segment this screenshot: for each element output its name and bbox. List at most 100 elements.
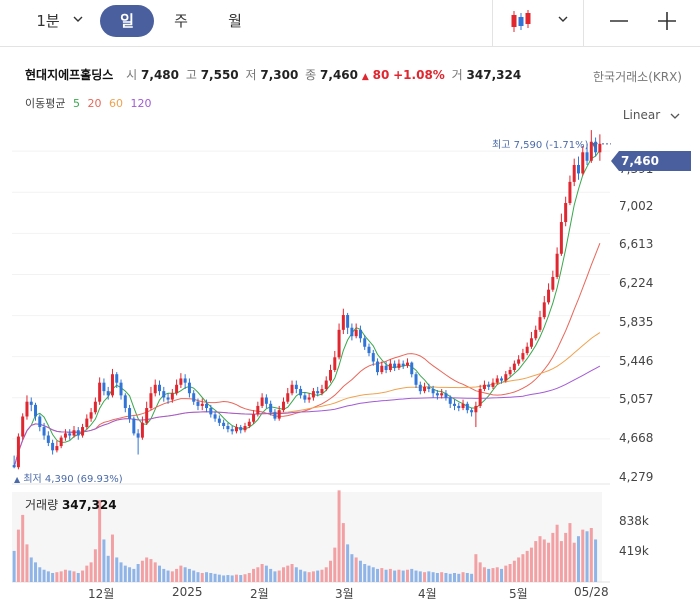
candle-body bbox=[140, 422, 144, 438]
volume-bar bbox=[478, 562, 482, 582]
candle-body bbox=[136, 433, 140, 438]
volume-bar bbox=[538, 536, 542, 582]
candle-body bbox=[307, 397, 311, 400]
candle-body bbox=[397, 363, 401, 368]
volume-bar bbox=[149, 559, 153, 582]
close-value: 7,460 bbox=[320, 68, 359, 82]
volume-bar bbox=[222, 575, 226, 582]
candle-body bbox=[311, 391, 315, 398]
volume-bar bbox=[115, 557, 119, 582]
volume-bar bbox=[529, 547, 533, 582]
volume-bar bbox=[363, 564, 367, 582]
candle-body bbox=[175, 384, 179, 394]
candle-body bbox=[256, 405, 260, 415]
candle-body bbox=[153, 384, 157, 394]
plus-icon[interactable] bbox=[652, 6, 682, 36]
candle-body bbox=[341, 315, 345, 330]
volume-bar bbox=[239, 575, 243, 582]
candle-body bbox=[230, 429, 234, 432]
volume-bar bbox=[397, 569, 401, 582]
candle-body bbox=[247, 421, 251, 426]
candle-body bbox=[457, 405, 461, 409]
candle-body bbox=[196, 401, 200, 406]
volume-bar bbox=[290, 564, 294, 582]
up-arrow-icon: ▲ bbox=[361, 72, 369, 82]
volume-bar bbox=[38, 567, 42, 582]
volume-bar bbox=[29, 557, 33, 582]
candle-body bbox=[363, 338, 367, 347]
volume-bar bbox=[572, 542, 576, 582]
volume-bar bbox=[384, 569, 388, 582]
volume-bar bbox=[491, 568, 495, 582]
volume-bar bbox=[465, 573, 469, 582]
volume-bar bbox=[517, 557, 521, 582]
volume-bar bbox=[187, 568, 191, 582]
candle-body bbox=[585, 152, 589, 161]
chevron-down-icon[interactable] bbox=[558, 14, 568, 24]
tab-day[interactable]: 일 bbox=[100, 5, 154, 37]
volume-bar bbox=[89, 562, 93, 582]
volume-bar bbox=[303, 571, 307, 582]
candle-body bbox=[46, 435, 50, 443]
volume-bar bbox=[547, 542, 551, 582]
volume-bar bbox=[388, 568, 392, 582]
volume-bar bbox=[423, 572, 427, 582]
candle-body bbox=[393, 363, 397, 368]
tab-month[interactable]: 월 bbox=[228, 12, 242, 30]
chevron-down-icon[interactable] bbox=[73, 14, 83, 24]
volume-bar bbox=[51, 573, 55, 582]
price-axis-label: 7,002 bbox=[619, 199, 654, 213]
toolbar-divider bbox=[583, 0, 584, 46]
candle-body bbox=[500, 378, 504, 381]
volume-bar bbox=[162, 568, 166, 582]
candle-body bbox=[200, 403, 204, 406]
volume-bar bbox=[500, 568, 504, 582]
volume-bar bbox=[123, 565, 127, 582]
quote-summary: 현대지에프홀딩스 시 7,480 고 7,550 저 7,300 종 7,460… bbox=[25, 66, 521, 83]
volume-bar bbox=[264, 565, 268, 582]
volume-bar bbox=[444, 573, 448, 582]
x-axis-label: 2025 bbox=[172, 585, 203, 599]
volume-bar bbox=[21, 514, 25, 582]
candlestick-icon[interactable] bbox=[506, 6, 536, 36]
moving-average-legend[interactable]: 이동평균 5 20 60 120 bbox=[25, 95, 155, 111]
moving-average-line bbox=[13, 365, 601, 468]
volume-label: 거 bbox=[451, 68, 463, 82]
high-value: 7,550 bbox=[200, 68, 239, 82]
candle-body bbox=[538, 317, 542, 330]
candle-body bbox=[162, 391, 166, 398]
volume-bar bbox=[183, 567, 187, 582]
tab-week[interactable]: 주 bbox=[174, 12, 188, 30]
candle-body bbox=[217, 418, 221, 423]
moving-average-line bbox=[13, 149, 601, 468]
volume-axis-label: 838k bbox=[619, 514, 649, 528]
open-label: 시 bbox=[126, 68, 138, 82]
volume-bar bbox=[380, 568, 384, 582]
tab-1min[interactable]: 1분 bbox=[36, 12, 60, 30]
volume-bar bbox=[59, 571, 63, 582]
volume-bar bbox=[354, 557, 358, 582]
volume-bar bbox=[81, 570, 85, 582]
candle-body bbox=[239, 427, 243, 431]
scale-mode-value: Linear bbox=[622, 108, 661, 122]
candle-body bbox=[564, 203, 568, 223]
volume-bar bbox=[269, 568, 273, 582]
toolbar-divider bbox=[492, 0, 493, 46]
volume-bar bbox=[376, 568, 380, 582]
candle-body bbox=[576, 164, 580, 174]
candle-body bbox=[461, 403, 465, 409]
candle-body bbox=[589, 141, 593, 161]
price-axis-label: 5,446 bbox=[619, 354, 654, 368]
candle-body bbox=[440, 393, 444, 396]
volume-bar bbox=[85, 565, 89, 582]
minus-icon[interactable] bbox=[604, 6, 634, 36]
scale-mode-select[interactable]: Linear bbox=[623, 108, 680, 122]
candle-body bbox=[572, 164, 576, 182]
volume-bar bbox=[474, 554, 478, 582]
candle-body bbox=[508, 369, 512, 375]
candle-body bbox=[145, 408, 149, 423]
max-price-label: 최고 7,590 (-1.71%) ▼ bbox=[492, 136, 598, 151]
volume-bar bbox=[350, 554, 354, 582]
candle-body bbox=[119, 382, 123, 396]
